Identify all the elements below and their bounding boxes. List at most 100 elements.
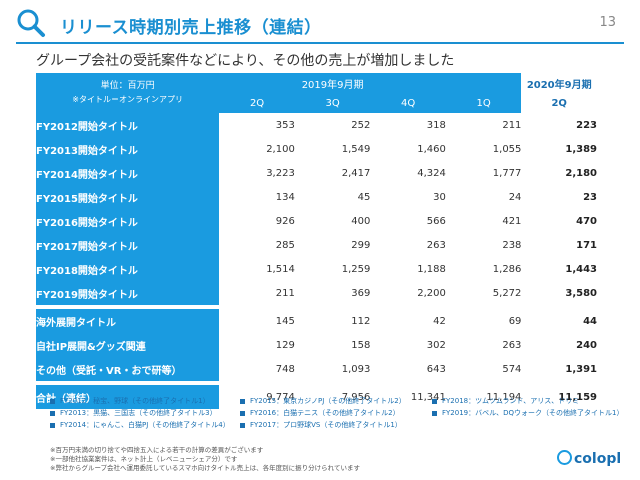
value-cell: 11,341 [370, 385, 446, 409]
value-cell: 299 [294, 233, 371, 257]
value-cell: 211 [219, 281, 295, 305]
row-label: FY2013開始タイトル [36, 137, 220, 161]
company-logo: colopl [557, 450, 621, 467]
table-row: FY2015開始タイトル 134 45 30 24 23 [36, 185, 597, 209]
separator-cell [36, 305, 597, 309]
bullet-square-icon [432, 410, 437, 416]
value-cell: 285 [219, 233, 295, 257]
value-cell: 11,194 [445, 385, 522, 409]
value-cell: 112 [294, 309, 371, 333]
value-cell-current: 23 [521, 185, 597, 209]
value-cell: 421 [445, 209, 522, 233]
row-label: FY2018開始タイトル [36, 257, 220, 281]
value-cell: 3,223 [219, 161, 295, 185]
value-cell: 1,514 [219, 257, 295, 281]
legend-item: FY2019：バベル、DQウォーク（その他終了タイトル1） [432, 407, 623, 419]
value-cell: 24 [445, 185, 522, 209]
separator-cell [36, 381, 597, 385]
legend-text: FY2018：ツムツムランド、アリス、ドリミ [442, 397, 580, 405]
bullet-square-icon [240, 410, 245, 416]
value-cell: 574 [445, 357, 522, 381]
table-row: FY2019開始タイトル 211 369 2,200 5,272 3,580 [36, 281, 597, 305]
value-cell: 369 [294, 281, 371, 305]
bullet-square-icon [50, 422, 55, 428]
legend-item: FY2014：にゃんこ、白猫PJ（その他終了タイトル4） [50, 419, 230, 431]
value-cell: 42 [370, 309, 446, 333]
value-cell: 145 [219, 309, 295, 333]
row-label: FY2019開始タイトル [36, 281, 220, 305]
value-cell-current: 470 [521, 209, 597, 233]
value-cell: 2,200 [370, 281, 446, 305]
year-2020-header: 2020年9月期 [521, 73, 597, 93]
title-divider [16, 42, 624, 44]
row-label: FY2014開始タイトル [36, 161, 220, 185]
legend-item: FY2016：白猫テニス（その他終了タイトル2） [240, 407, 406, 419]
value-cell: 263 [370, 233, 446, 257]
value-cell-current: 1,443 [521, 257, 597, 281]
value-cell: 7,956 [294, 385, 371, 409]
table-row: 海外展開タイトル 145 112 42 69 44 [36, 309, 597, 333]
footnote: ※一部他社協業案件は、ネット計上（レベニューシェア分）です [50, 455, 238, 463]
value-cell: 1,188 [370, 257, 446, 281]
table-row: FY2012開始タイトル 353 252 318 211 223 [36, 113, 597, 137]
value-cell: 353 [219, 113, 295, 137]
quarter-header: 2Q [219, 93, 295, 113]
value-cell-current: 171 [521, 233, 597, 257]
row-label: 合計（連結） [36, 385, 220, 409]
quarter-header: 3Q [294, 93, 371, 113]
legend-text: FY2015：東京カジノPJ（その他終了タイトル2） [250, 397, 406, 405]
value-cell: 238 [445, 233, 522, 257]
page-title: リリース時期別売上推移（連結） [60, 18, 322, 38]
row-label: FY2016開始タイトル [36, 209, 220, 233]
page-number: 13 [599, 15, 616, 30]
value-cell-current: 240 [521, 333, 597, 357]
table-body: FY2012開始タイトル 353 252 318 211 223 FY2013開始タイトル 2… [36, 113, 597, 409]
unit-note: ※タイトル＝オンラインアプリ [72, 95, 183, 104]
footnote: ※弊社からグループ会社へ運用委託しているスマホ向けタイトル売上は、各年度別に振り… [50, 464, 360, 472]
legend-text: FY2017：プロ野球VS（その他終了タイトル1） [250, 421, 402, 429]
row-label: FY2015開始タイトル [36, 185, 220, 209]
value-cell-current: 1,391 [521, 357, 597, 381]
value-cell: 748 [219, 357, 295, 381]
unit-cell: 単位：百万円 ※タイトル＝オンラインアプリ [36, 73, 220, 113]
value-cell: 400 [294, 209, 371, 233]
bullet-square-icon [50, 410, 55, 416]
legend-text: FY2014：にゃんこ、白猫PJ（その他終了タイトル4） [60, 421, 230, 429]
legend-item: FY2015：東京カジノPJ（その他終了タイトル2） [240, 395, 406, 407]
value-cell: 1,055 [445, 137, 522, 161]
value-cell-current: 2,180 [521, 161, 597, 185]
bullet-square-icon [432, 398, 437, 404]
value-cell-current: 1,389 [521, 137, 597, 161]
bullet-square-icon [240, 398, 245, 404]
row-label: FY2012開始タイトル [36, 113, 220, 137]
value-cell: 1,549 [294, 137, 371, 161]
legend-text: FY2013：黒猫、三国志（その他終了タイトル3） [60, 409, 217, 417]
value-cell: 2,100 [219, 137, 295, 161]
value-cell: 643 [370, 357, 446, 381]
legend-column-3: FY2018：ツムツムランド、アリス、ドリミ FY2019：バベル、DQウォーク… [432, 395, 623, 419]
value-cell: 211 [445, 113, 522, 137]
colopl-logo-icon [557, 450, 572, 465]
value-cell: 158 [294, 333, 371, 357]
quarter-header: 1Q [445, 93, 522, 113]
value-cell: 318 [370, 113, 446, 137]
value-cell: 1,777 [445, 161, 522, 185]
table-row: 自社IP展開&グッズ関連 129 158 302 263 240 [36, 333, 597, 357]
legend-item: FY2018：ツムツムランド、アリス、ドリミ [432, 395, 623, 407]
year-header-row: 単位：百万円 ※タイトル＝オンラインアプリ 2019年9月期 2020年9月期 [36, 73, 597, 113]
table-row: FY2016開始タイトル 926 400 566 421 470 [36, 209, 597, 233]
bullet-square-icon [240, 422, 245, 428]
value-cell: 926 [219, 209, 295, 233]
value-cell: 302 [370, 333, 446, 357]
value-cell: 45 [294, 185, 371, 209]
row-separator [36, 305, 597, 309]
legend-item: FY2013：黒猫、三国志（その他終了タイトル3） [50, 407, 230, 419]
value-cell: 1,093 [294, 357, 371, 381]
value-cell: 9,774 [219, 385, 295, 409]
value-cell: 134 [219, 185, 295, 209]
value-cell: 5,272 [445, 281, 522, 305]
row-separator [36, 381, 597, 385]
total-row: 合計（連結） 9,774 7,956 11,341 11,194 11,159 [36, 385, 597, 409]
table-row: FY2014開始タイトル 3,223 2,417 4,324 1,777 2,180 [36, 161, 597, 185]
legend-text: FY2019：バベル、DQウォーク（その他終了タイトル1） [442, 409, 624, 417]
